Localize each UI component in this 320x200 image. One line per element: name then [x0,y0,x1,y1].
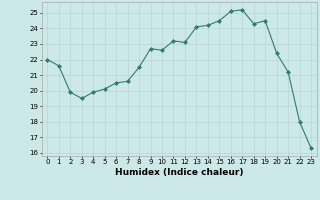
X-axis label: Humidex (Indice chaleur): Humidex (Indice chaleur) [115,168,244,177]
